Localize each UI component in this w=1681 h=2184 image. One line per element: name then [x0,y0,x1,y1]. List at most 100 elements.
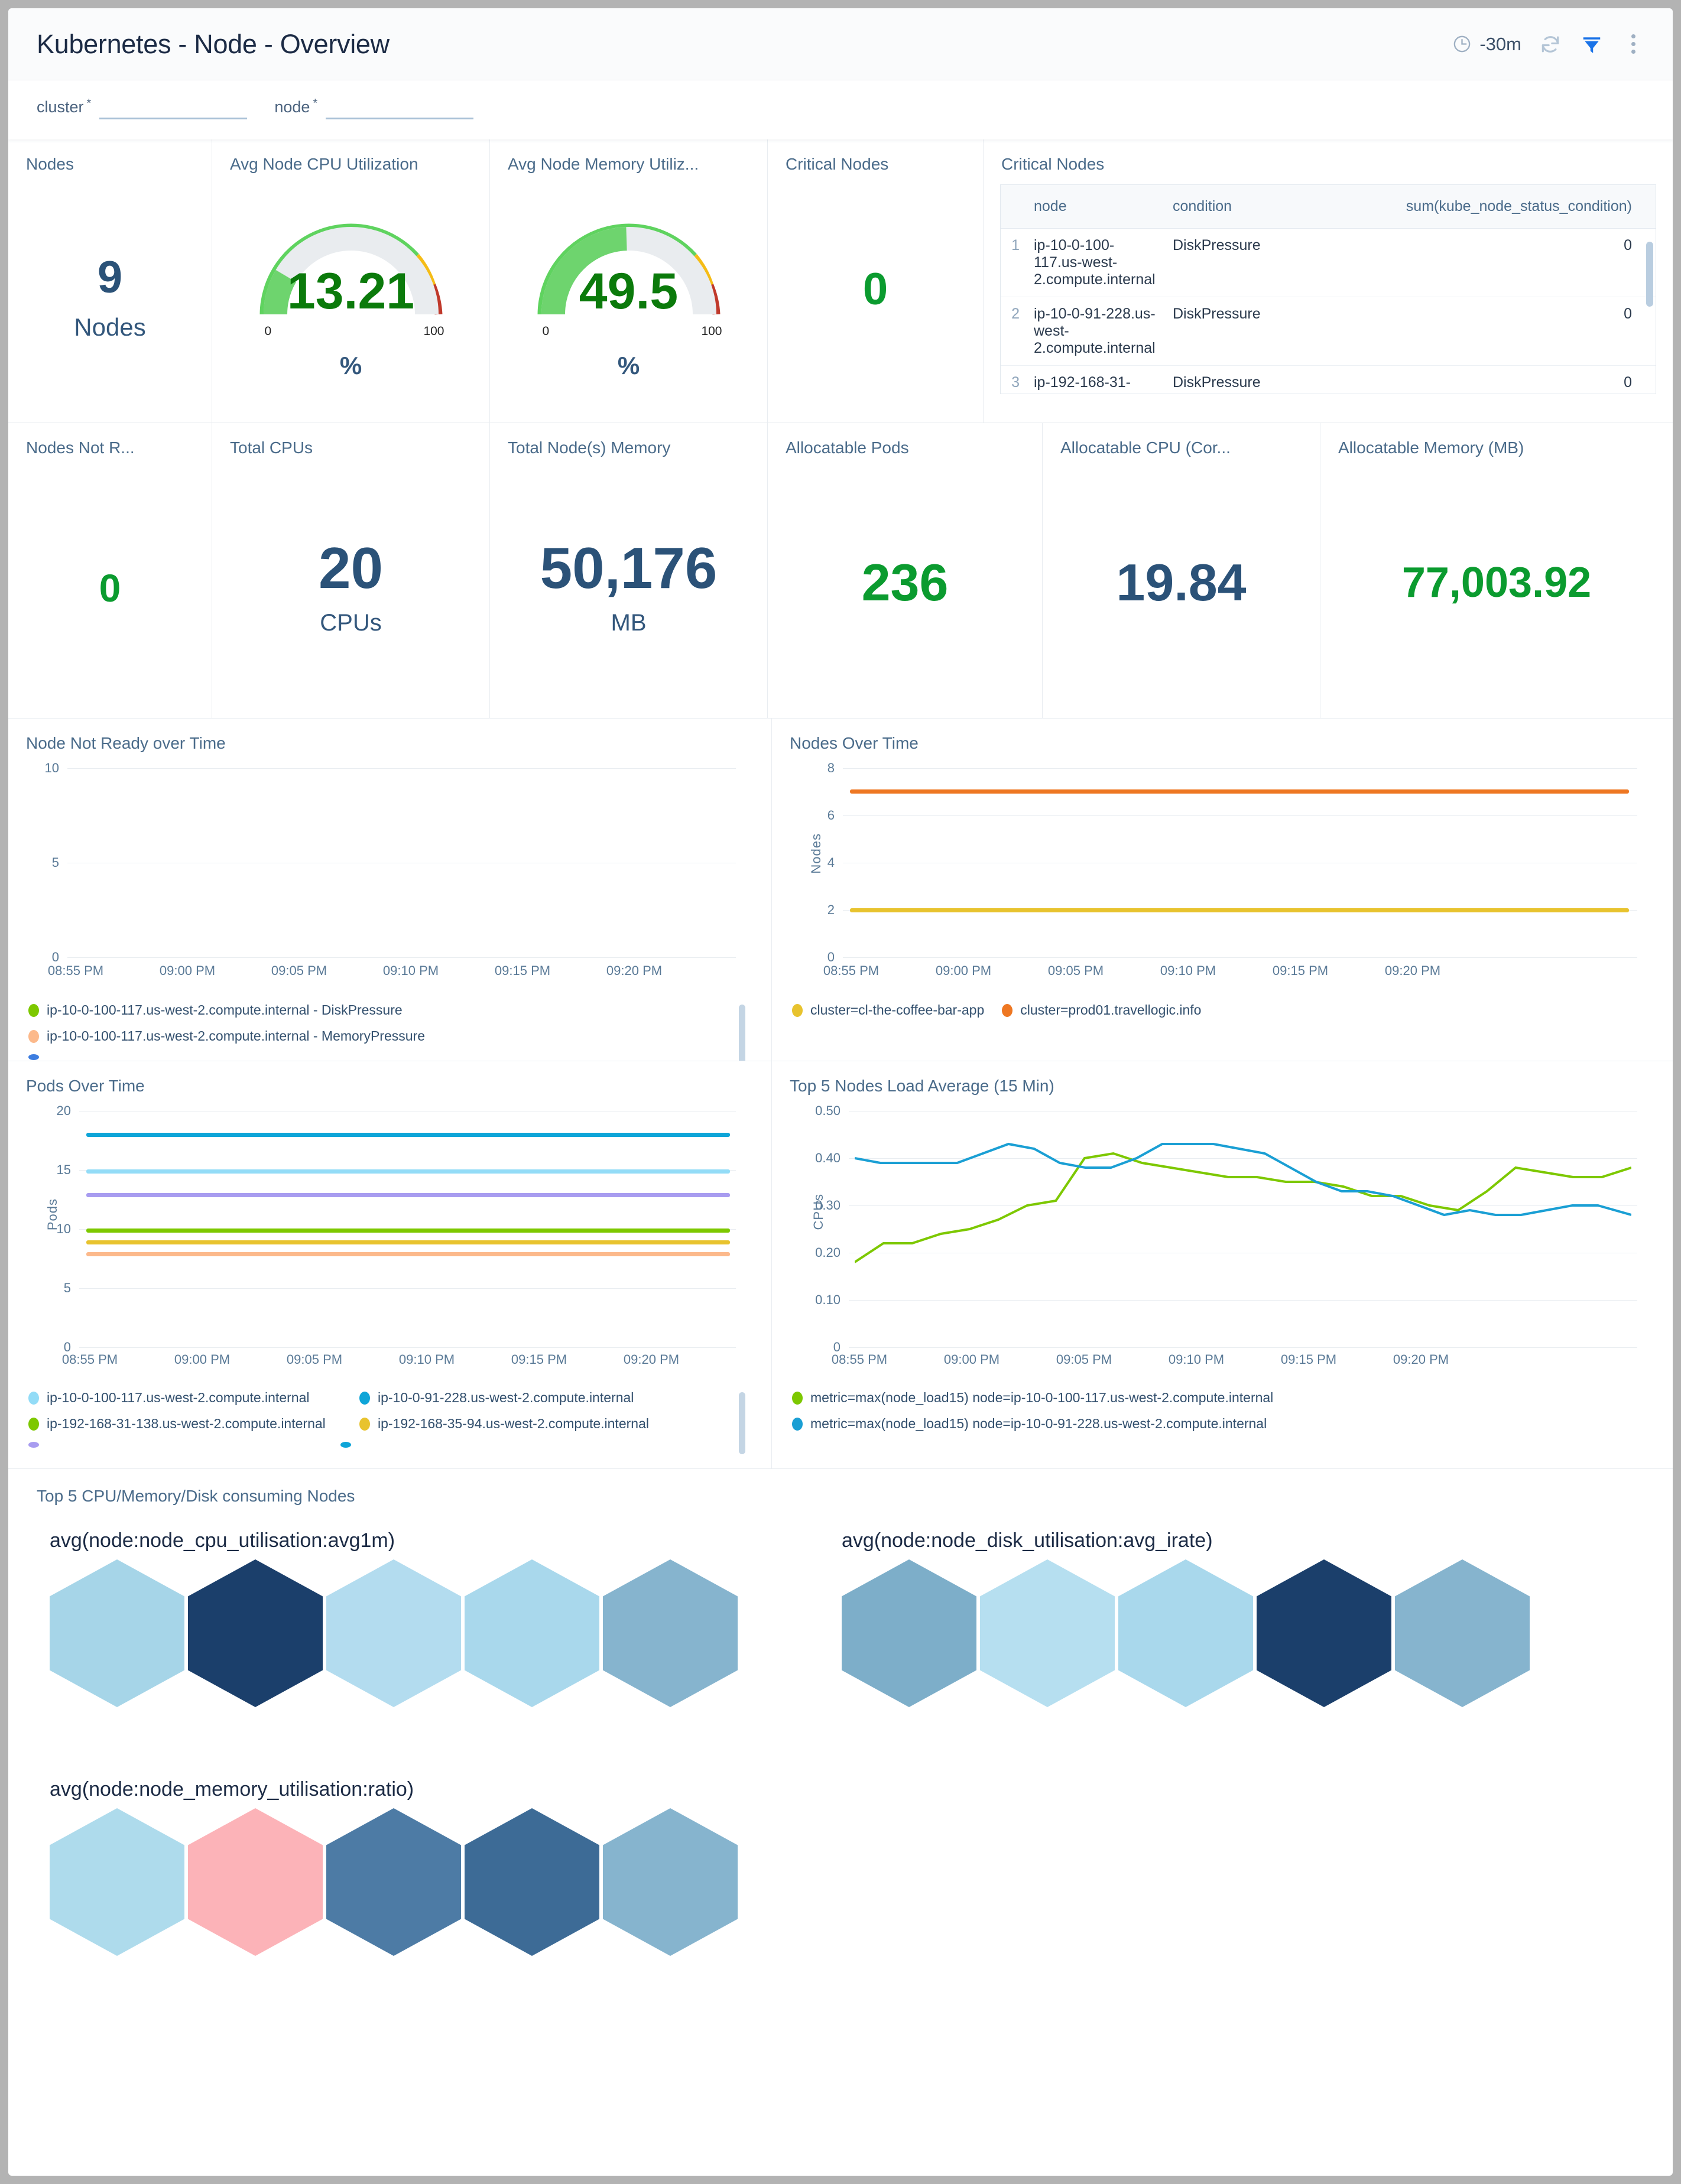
column-header-condition[interactable]: condition [1167,185,1304,229]
more-options-button[interactable] [1621,32,1646,57]
x-tick: 09:05 PM [271,963,327,978]
legend-item[interactable]: ip-10-0-100-117.us-west-2.compute.intern… [28,1002,403,1018]
panel-critical-nodes-count[interactable]: Critical Nodes 0 [768,139,984,423]
cell-sum: 0 [1304,365,1656,394]
critical-nodes-table-container[interactable]: node condition sum(kube_node_status_cond… [1000,184,1656,394]
table-scrollbar[interactable] [1646,242,1653,307]
y-tick: 5 [51,855,59,870]
panel-pods-over-time[interactable]: Pods Over Time Pods 20 15 10 5 0 [8,1061,772,1469]
legend-item[interactable]: metric=max(node_load15) node=ip-10-0-91-… [792,1416,1267,1432]
x-tick: 09:10 PM [1160,963,1216,978]
panel-top5-nodes-load-average[interactable]: Top 5 Nodes Load Average (15 Min) CPUs 0… [772,1061,1673,1469]
time-range-picker[interactable]: -30m [1452,34,1521,55]
panel-nodes-not-ready[interactable]: Nodes Not R... 0 [8,423,212,719]
stat-value: 20 [318,535,383,600]
refresh-icon [1542,35,1559,53]
hex-cell[interactable] [50,1808,184,1956]
legend-label: ip-10-0-100-117.us-west-2.compute.intern… [47,1390,310,1405]
legend-item[interactable]: metric=max(node_load15) node=ip-10-0-100… [792,1390,1273,1406]
x-tick: 09:20 PM [1393,1352,1449,1367]
hex-cell[interactable] [50,1559,184,1707]
legend-color-swatch [359,1417,370,1431]
hex-cell[interactable] [326,1559,461,1707]
x-tick: 09:05 PM [1047,963,1104,978]
panel-nodes[interactable]: Nodes 9 Nodes [8,139,212,423]
y-tick: 0 [827,950,835,964]
hex-cell[interactable] [842,1559,976,1707]
y-tick: 5 [63,1280,71,1295]
panel-node-not-ready-over-time[interactable]: Node Not Ready over Time 10 5 0 08:55 PM… [8,719,772,1061]
legend-item[interactable]: ip-10-0-100-117.us-west-2.compute.intern… [28,1390,342,1406]
y-tick: 0.20 [815,1245,840,1260]
hex-row [50,1559,824,1707]
hex-cell[interactable] [1118,1559,1253,1707]
filter-icon [1583,37,1601,53]
legend-color-swatch [359,1391,370,1405]
node-filter-input[interactable] [326,98,474,119]
stat-value: 50,176 [540,535,718,600]
hex-cell[interactable] [603,1559,738,1707]
stat-body: 0 [768,174,983,422]
stat-value: 0 [862,264,888,314]
legend-row: cluster=cl-the-coffee-bar-app cluster=pr… [792,1002,1655,1018]
hex-cell[interactable] [188,1559,323,1707]
hexgroup-disk: avg(node:node_disk_utilisation:avg_irate… [842,1529,1673,1707]
gridline [79,1347,736,1348]
hex-cell[interactable] [1395,1559,1530,1707]
hex-cell[interactable] [188,1808,323,1956]
table-row[interactable]: 3 ip-192-168-31-138.us-west- DiskPressur… [1001,365,1656,394]
table-row[interactable]: 1 ip-10-0-100-117.us-west-2.compute.inte… [1001,228,1656,297]
panel-avg-node-memory-utilization[interactable]: Avg Node Memory Utiliz... 0 100 [490,139,768,423]
hexgroup-label: avg(node:node_cpu_utilisation:avg1m) [50,1529,395,1552]
cluster-filter[interactable]: cluster * [37,97,248,119]
y-tick: 0.30 [815,1198,840,1213]
node-filter[interactable]: node * [274,97,474,119]
panel-allocatable-memory[interactable]: Allocatable Memory (MB) 77,003.92 [1320,423,1673,719]
gauge-unit: % [617,351,640,379]
cluster-filter-input[interactable] [99,98,248,119]
panel-title: Nodes Not R... [26,438,135,457]
hex-cell[interactable] [603,1808,738,1956]
memory-gauge-chart [537,223,720,315]
metrics-row-2: Nodes Not R... 0 Total CPUs 20 CPUs Tota… [8,423,1673,719]
legend-item[interactable]: ip-192-168-35-94.us-west-2.compute.inter… [359,1416,649,1432]
legend-item[interactable]: cluster=prod01.travellogic.info [1002,1002,1201,1018]
legend-label: ip-10-0-100-117.us-west-2.compute.intern… [47,1028,426,1044]
gauge-max-label: 100 [701,324,722,338]
legend-item[interactable]: cluster=cl-the-coffee-bar-app [792,1002,984,1018]
legend-item[interactable]: ip-192-168-31-138.us-west-2.compute.inte… [28,1416,342,1432]
stat-body: 19.84 [1043,457,1320,718]
panel-critical-nodes-table[interactable]: Critical Nodes node condition sum(kube_n… [984,139,1673,423]
legend-label: ip-10-0-91-228.us-west-2.compute.interna… [378,1390,634,1405]
gridline [849,1347,1637,1348]
panel-allocatable-cpu[interactable]: Allocatable CPU (Cor... 19.84 [1043,423,1320,719]
hex-cell[interactable] [465,1808,599,1956]
panel-avg-node-cpu-utilization[interactable]: Avg Node CPU Utilization [212,139,490,423]
legend-item[interactable]: ip-10-0-100-117.us-west-2.compute.intern… [28,1028,425,1044]
gridline [849,1300,1637,1301]
hex-cell[interactable] [980,1559,1115,1707]
panel-total-cpus[interactable]: Total CPUs 20 CPUs [212,423,490,719]
gridline [849,1158,1637,1159]
panel-allocatable-pods[interactable]: Allocatable Pods 236 [768,423,1043,719]
panel-nodes-over-time[interactable]: Nodes Over Time Nodes 8 6 4 2 0 0 [772,719,1673,1061]
legend-item[interactable]: ip-10-0-91-228.us-west-2.compute.interna… [359,1390,634,1406]
legend-row: ip-10-0-100-117.us-west-2.compute.intern… [28,1002,743,1018]
hex-cell[interactable] [326,1808,461,1956]
hex-cell[interactable] [465,1559,599,1707]
series-line-pods-18 [86,1133,730,1137]
legend-scrollbar[interactable] [739,1392,745,1454]
dashboard-root: Kubernetes - Node - Overview -30m [8,8,1673,2176]
legend-row: ip-192-168-31-138.us-west-2.compute.inte… [28,1416,743,1432]
stat-value: 0 [99,566,121,610]
hex-cell[interactable] [1257,1559,1391,1707]
panel-total-node-memory[interactable]: Total Node(s) Memory 50,176 MB [490,423,768,719]
table-row[interactable]: 2 ip-10-0-91-228.us-west-2.compute.inter… [1001,297,1656,366]
column-header-node[interactable]: node [1028,185,1167,229]
legend-row: ip-10-0-100-117.us-west-2.compute.intern… [28,1028,743,1044]
refresh-button[interactable] [1538,32,1563,57]
panel-top5-consuming-nodes[interactable]: Top 5 CPU/Memory/Disk consuming Nodes av… [8,1469,1673,1956]
column-header-sum[interactable]: sum(kube_node_status_condition) [1304,185,1656,229]
legend-scrollbar[interactable] [739,1005,745,1061]
filter-button[interactable] [1579,32,1604,57]
